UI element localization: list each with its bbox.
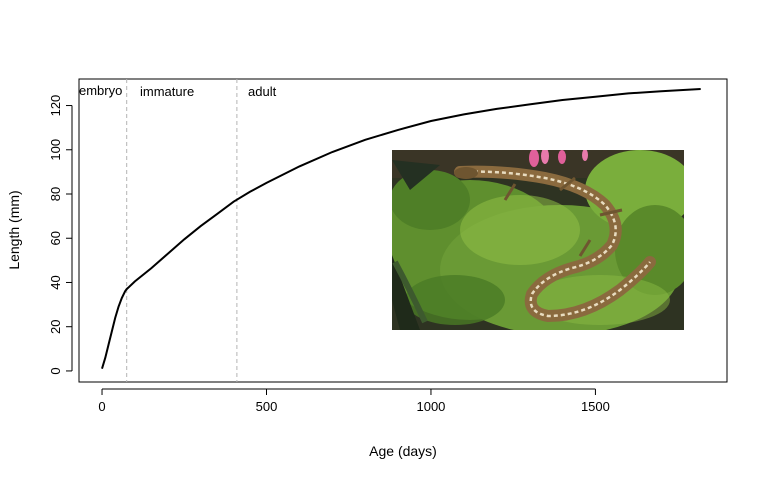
stage-label-immature: immature bbox=[140, 84, 194, 99]
y-tick-label: 120 bbox=[48, 95, 63, 117]
x-axis: 0 500 1000 1500 bbox=[98, 388, 610, 414]
growth-curve bbox=[101, 88, 701, 369]
stage-label-embryo: embryo bbox=[79, 83, 122, 98]
x-tick-label: 500 bbox=[256, 399, 278, 414]
y-tick-label: 20 bbox=[48, 319, 63, 333]
x-axis-title: Age (days) bbox=[369, 443, 437, 459]
y-tick-label: 60 bbox=[48, 231, 63, 245]
y-axis: 0 20 40 60 80 100 120 bbox=[48, 95, 73, 375]
stage-boundaries bbox=[126, 79, 238, 382]
y-tick-label: 80 bbox=[48, 187, 63, 201]
x-tick-label: 1000 bbox=[416, 399, 445, 414]
stage-label-adult: adult bbox=[248, 84, 277, 99]
plot-frame bbox=[78, 78, 728, 383]
lizard-photo bbox=[392, 150, 684, 330]
y-axis-title: Length (mm) bbox=[6, 190, 22, 269]
y-tick-label: 100 bbox=[48, 139, 63, 161]
y-tick-label: 40 bbox=[48, 275, 63, 289]
x-tick-label: 1500 bbox=[581, 399, 610, 414]
y-tick-label: 0 bbox=[48, 367, 63, 374]
x-tick-label: 0 bbox=[98, 399, 105, 414]
